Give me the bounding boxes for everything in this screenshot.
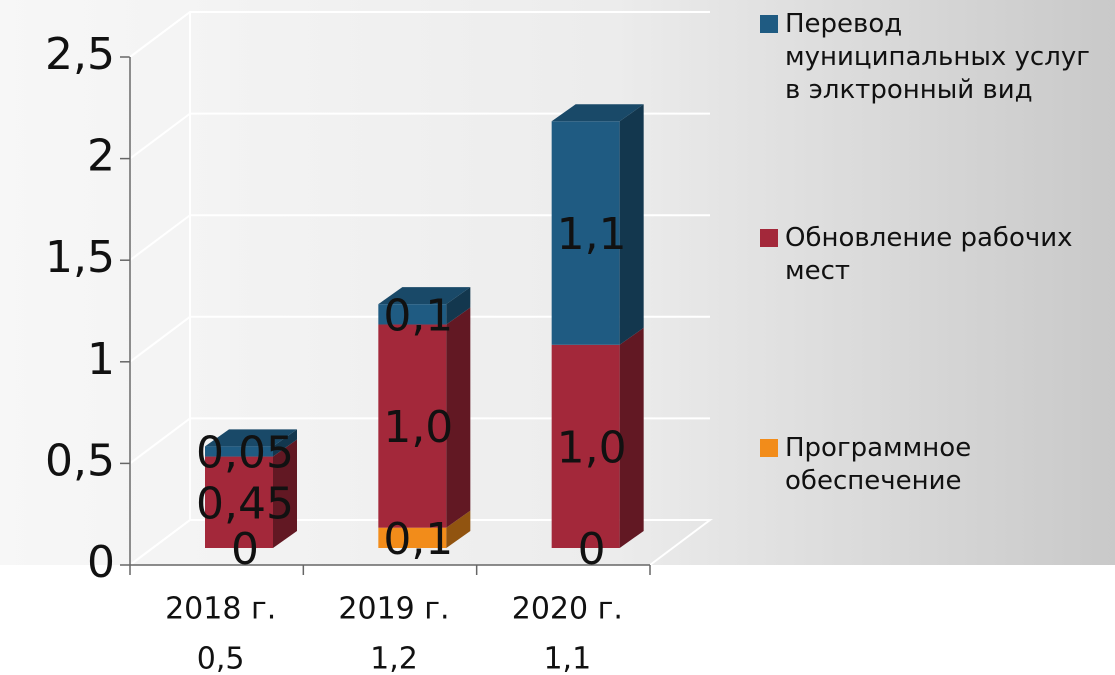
grid-line [129,11,710,58]
x-tick-label: 0,5 [197,642,245,675]
legend-label: Программное обеспечение [785,433,972,496]
legend-swatch [760,439,778,457]
bar-top [551,104,644,122]
value-label: 1,0 [383,402,453,453]
y-tick-label: 1 [87,334,115,385]
bar-segment [205,446,273,457]
y-tick-label: 0,5 [45,435,115,486]
bar-segment [205,456,273,548]
bar-segment [378,304,447,325]
value-label: 0 [231,524,259,575]
x-tick-label: 1,1 [543,642,591,675]
legend-swatch [760,229,778,247]
bar-side [446,287,471,325]
legend-entry: Обновление рабочих мест [760,222,1110,288]
grid-line [129,519,710,566]
x-tick-label: 2019 г. [338,592,449,627]
legend-entry: Программное обеспечение [760,432,1110,498]
y-tick-label: 2 [87,131,115,182]
grid-line [129,417,710,465]
bar-top [378,287,471,305]
x-tick-label: 2020 г. [512,592,623,627]
bar-segment [551,121,620,345]
value-label: 0 [578,524,606,575]
bar-side [446,510,471,548]
value-label: 0,45 [196,478,294,529]
x-tick-label: 1,2 [370,642,418,675]
y-tick-label: 0 [87,537,115,588]
x-tick-label: 2018 г. [165,592,276,627]
bar-side [446,307,471,528]
bar-side [619,327,644,548]
grid-line [129,112,710,160]
value-label: 1,1 [557,209,627,260]
y-tick-label: 2,5 [45,29,115,80]
value-label: 0,05 [196,427,294,478]
y-tick-label: 1,5 [45,232,115,283]
legend-label: Перевод муниципальных услуг в элктронный… [785,9,1090,105]
bar-top [205,429,297,447]
legend-swatch [760,15,778,33]
grid-line [129,315,710,363]
bar-side [273,429,297,457]
value-label: 0,1 [383,290,453,341]
value-label: 1,0 [557,422,627,473]
bar-side [619,104,644,345]
grid-line [129,214,710,262]
legend-label: Обновление рабочих мест [785,223,1073,286]
bar-segment [378,324,447,528]
bar-side [273,439,297,548]
bar-segment [551,344,620,548]
value-label: 0,1 [383,514,453,565]
bar-segment [378,527,447,548]
legend-entry: Перевод муниципальных услуг в элктронный… [760,8,1110,107]
